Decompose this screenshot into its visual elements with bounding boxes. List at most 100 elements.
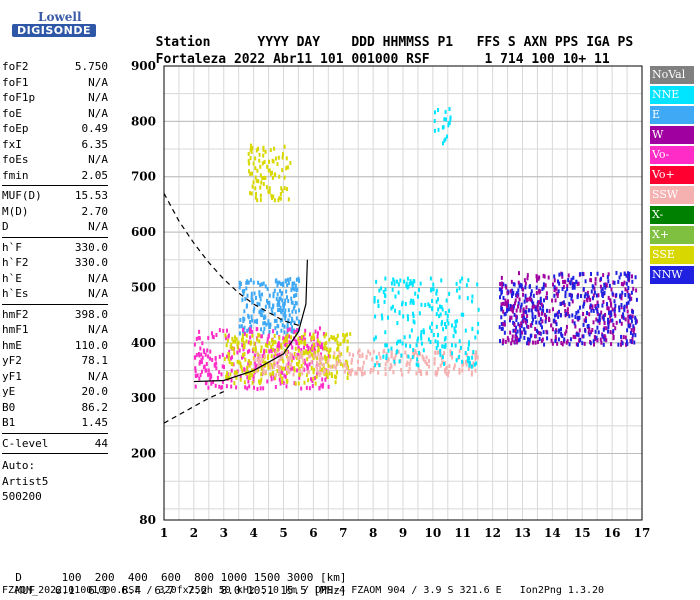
param-row: h`E N/A [2, 271, 108, 287]
data-point [454, 343, 457, 348]
data-point [313, 353, 316, 358]
param-key: foF2 [2, 60, 29, 73]
data-point [522, 315, 525, 320]
data-point [249, 320, 252, 325]
data-point [476, 355, 479, 360]
data-point [428, 304, 431, 309]
data-point [520, 323, 523, 328]
data-point [443, 350, 446, 355]
data-point [528, 296, 531, 301]
data-point [278, 352, 281, 357]
data-point [627, 314, 630, 319]
logo-digisonde: DIGISONDE [12, 24, 96, 37]
data-point [422, 330, 425, 335]
data-point [393, 281, 396, 286]
data-point [310, 352, 313, 357]
param-key: D [2, 220, 9, 233]
data-point [311, 383, 314, 388]
data-point [406, 354, 409, 359]
data-point [269, 322, 272, 327]
data-point [279, 296, 282, 301]
data-point [447, 123, 450, 128]
data-point [412, 350, 415, 355]
data-point [539, 301, 542, 306]
data-point [458, 370, 461, 375]
param-row: yF2 78.1 [2, 353, 108, 369]
param-value: 110.0 [74, 338, 108, 352]
data-point [373, 299, 376, 304]
data-point [283, 366, 286, 371]
data-point [541, 325, 544, 330]
data-point [449, 352, 452, 357]
data-point [533, 304, 536, 309]
data-point [268, 190, 271, 195]
data-point [243, 317, 246, 322]
data-point [282, 337, 285, 342]
data-point [428, 364, 431, 369]
data-point [252, 299, 255, 304]
data-point [338, 353, 341, 358]
data-point [607, 279, 610, 284]
data-point [302, 359, 305, 364]
data-point [564, 294, 567, 299]
data-point [256, 387, 259, 392]
data-point [472, 361, 475, 366]
data-point [541, 286, 544, 291]
data-point [568, 342, 571, 347]
data-point [464, 351, 467, 356]
data-point [510, 341, 513, 346]
data-point [553, 278, 556, 283]
data-point [310, 365, 313, 370]
data-point [443, 361, 446, 366]
val-axn: 714 [500, 52, 524, 67]
data-point [564, 331, 567, 336]
data-point [519, 330, 522, 335]
data-point [624, 292, 627, 297]
data-point [253, 319, 256, 324]
data-point [344, 333, 347, 338]
data-point [277, 341, 280, 346]
data-point [294, 353, 297, 358]
data-point [627, 318, 630, 323]
data-point [557, 289, 560, 294]
data-point [281, 298, 284, 303]
data-point [448, 308, 451, 313]
data-point [620, 314, 623, 319]
data-point [633, 340, 636, 345]
data-point [416, 357, 419, 362]
data-point [474, 368, 477, 373]
data-point [625, 339, 628, 344]
y-tick-label: 500 [131, 280, 156, 294]
data-point [566, 310, 569, 315]
data-point [260, 345, 263, 350]
data-point [284, 366, 287, 371]
data-point [553, 285, 556, 290]
data-point [526, 319, 529, 324]
data-point [286, 331, 289, 336]
data-point [250, 143, 253, 148]
data-point [548, 318, 551, 323]
data-point [240, 355, 243, 360]
data-point [466, 296, 469, 301]
data-point [288, 313, 291, 318]
data-point [577, 332, 580, 337]
data-point [247, 151, 250, 156]
data-point [627, 285, 630, 290]
data-point [550, 338, 553, 343]
data-point [278, 280, 281, 285]
data-point [474, 356, 477, 361]
data-point [290, 329, 293, 334]
data-point [255, 191, 258, 196]
data-point [247, 159, 250, 164]
data-point [454, 329, 457, 334]
data-point [517, 322, 520, 327]
data-point [439, 363, 442, 368]
data-point [555, 286, 558, 291]
data-point [249, 191, 252, 196]
data-point [272, 329, 275, 334]
data-point [327, 357, 330, 362]
data-point [195, 336, 198, 341]
data-point [523, 309, 526, 314]
data-point [200, 358, 203, 363]
data-point [531, 301, 534, 306]
